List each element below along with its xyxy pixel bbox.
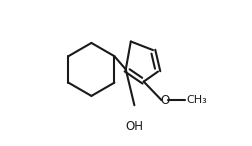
- Text: OH: OH: [125, 120, 143, 133]
- Text: O: O: [160, 94, 169, 107]
- Text: CH₃: CH₃: [186, 95, 207, 105]
